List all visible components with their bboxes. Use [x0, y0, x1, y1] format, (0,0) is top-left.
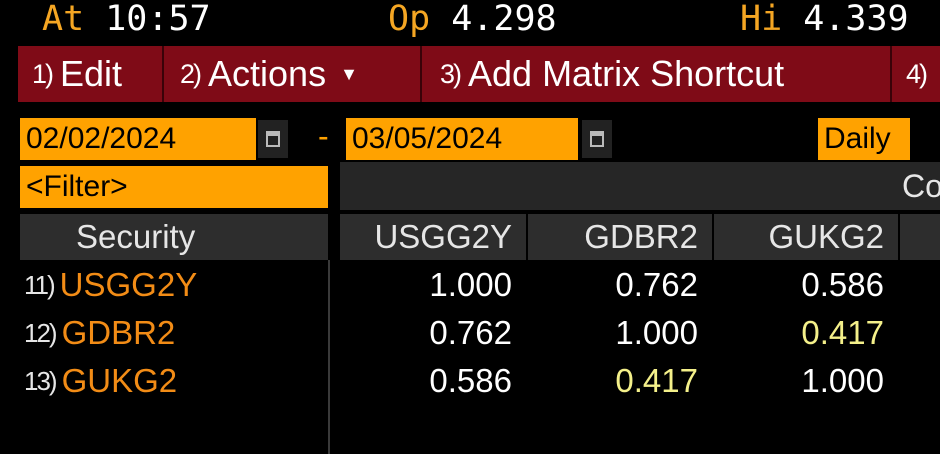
row-number: 13): [24, 365, 58, 396]
start-date-field[interactable]: 02/02/2024: [20, 118, 256, 160]
add-matrix-number: 3): [440, 58, 462, 89]
value-cell: 1.000: [429, 266, 512, 303]
header-security-label: Security: [76, 218, 196, 255]
security-name: GUKG2: [61, 362, 178, 399]
open-value: 4.298: [451, 0, 557, 39]
security-name: GDBR2: [61, 314, 176, 351]
header-gdbr2-label: GDBR2: [584, 218, 698, 255]
value-cell: 0.586: [801, 266, 884, 303]
header-gukg2[interactable]: GUKG2: [714, 214, 898, 260]
band-text: Co: [902, 168, 940, 204]
filter-input[interactable]: <Filter>: [20, 166, 328, 208]
add-matrix-shortcut-button[interactable]: 3) Add Matrix Shortcut: [422, 46, 892, 102]
actions-label: Actions: [208, 53, 327, 94]
actions-button[interactable]: 2) Actions ▼: [164, 46, 422, 102]
open-quote: Op 4.298: [388, 0, 557, 40]
value-cell: 0.762: [429, 314, 512, 351]
value-cell: 0.417: [801, 314, 884, 351]
security-name: USGG2Y: [59, 266, 198, 303]
row-security: 12) GDBR2: [24, 314, 175, 352]
filter-band: [340, 162, 940, 210]
column-divider: [328, 260, 330, 454]
frequency-value: Daily: [824, 122, 891, 155]
at-value: 10:57: [105, 0, 211, 39]
edit-number: 1): [32, 58, 54, 89]
edit-button[interactable]: 1) Edit: [18, 46, 164, 102]
header-usgg2y-label: USGG2Y: [374, 218, 512, 255]
header-usgg2y[interactable]: USGG2Y: [340, 214, 526, 260]
row-number: 12): [24, 317, 58, 348]
row-security: 13) GUKG2: [24, 362, 177, 400]
quote-line: At 10:57: [42, 0, 211, 40]
table-row[interactable]: 13) GUKG2 0.586 0.417 1.000: [24, 362, 924, 406]
row-number: 11): [24, 269, 56, 300]
chevron-down-icon: ▼: [340, 63, 358, 84]
at-label: At: [42, 0, 85, 39]
end-date-value: 03/05/2024: [352, 122, 503, 155]
table-row[interactable]: 12) GDBR2 0.762 1.000 0.417: [24, 314, 924, 358]
frequency-dropdown[interactable]: Daily: [818, 118, 910, 160]
end-calendar-icon[interactable]: [582, 120, 612, 158]
header-security[interactable]: Security: [64, 214, 328, 260]
date-separator: -: [318, 118, 329, 154]
value-cell: 0.586: [429, 362, 512, 399]
value-cell: 0.762: [615, 266, 698, 303]
value-cell: 1.000: [615, 314, 698, 351]
header-gukg2-label: GUKG2: [768, 218, 884, 255]
actions-number: 2): [180, 58, 202, 89]
row-security: 11) USGG2Y: [24, 266, 197, 304]
end-date-field[interactable]: 03/05/2024: [346, 118, 578, 160]
open-label: Op: [388, 0, 431, 39]
value-cell: 0.417: [615, 362, 698, 399]
start-calendar-icon[interactable]: [258, 120, 288, 158]
high-label: Hi: [740, 0, 783, 39]
menu-item-4-number: 4): [906, 58, 928, 89]
start-date-value: 02/02/2024: [26, 122, 177, 155]
filter-label: <Filter>: [26, 170, 128, 203]
menu-item-4-button[interactable]: 4): [892, 46, 940, 102]
table-row[interactable]: 11) USGG2Y 1.000 0.762 0.586: [24, 266, 924, 310]
value-cell: 1.000: [801, 362, 884, 399]
header-extra: [900, 214, 940, 260]
header-gdbr2[interactable]: GDBR2: [528, 214, 712, 260]
header-row-spacer: [20, 214, 64, 260]
high-quote: Hi 4.339: [740, 0, 909, 40]
edit-label: Edit: [60, 53, 123, 94]
add-matrix-label: Add Matrix Shortcut: [468, 53, 785, 94]
menu-bar: 1) Edit 2) Actions ▼ 3) Add Matrix Short…: [18, 46, 940, 102]
high-value: 4.339: [803, 0, 909, 39]
